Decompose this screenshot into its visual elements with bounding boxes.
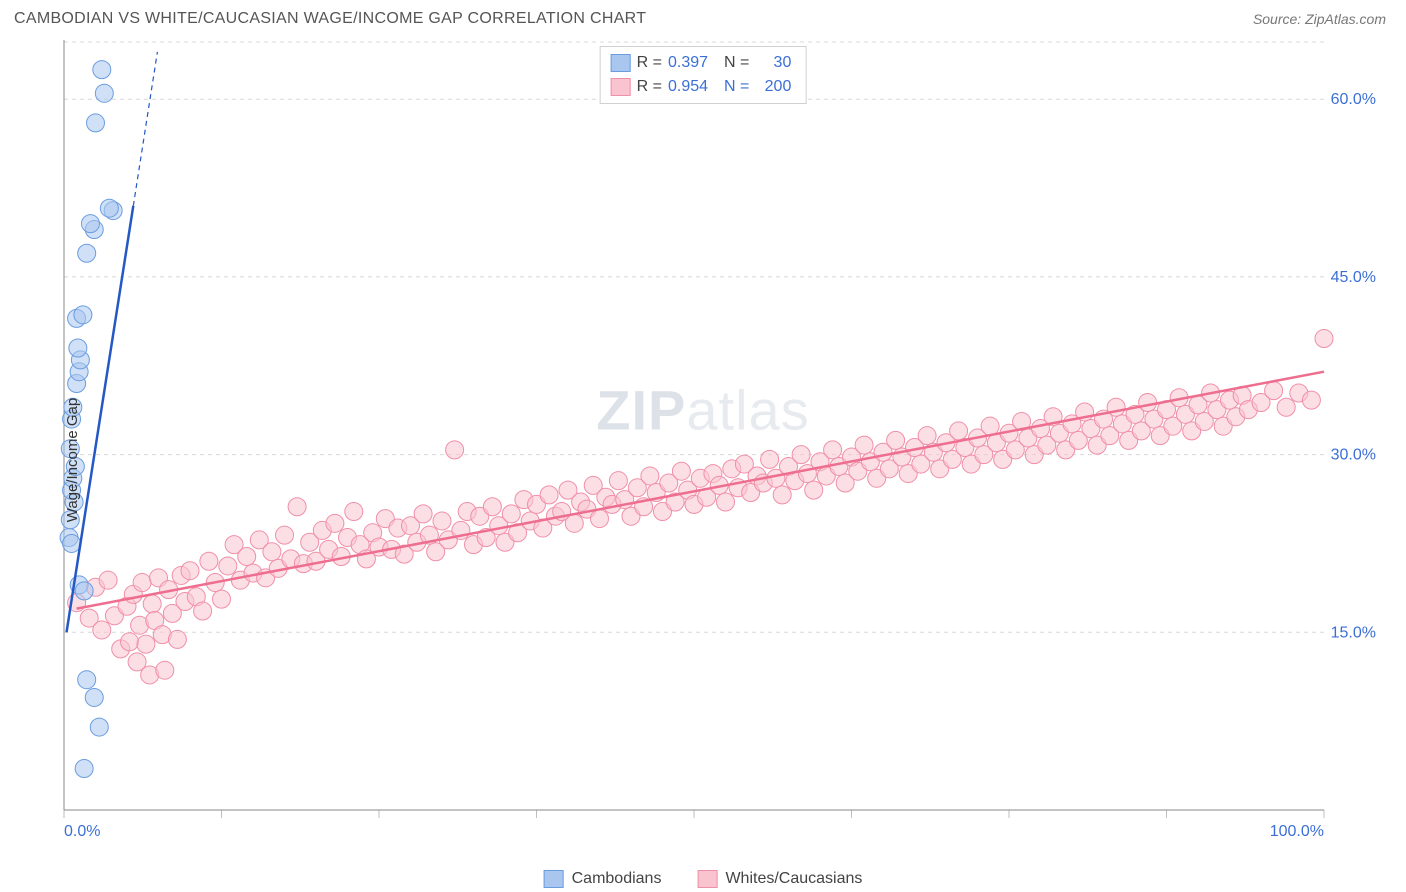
svg-text:45.0%: 45.0% [1331, 269, 1376, 286]
series-legend: Cambodians Whites/Caucasians [544, 870, 863, 888]
swatch-blue-icon [611, 54, 631, 72]
svg-text:60.0%: 60.0% [1331, 91, 1376, 108]
swatch-pink-icon [611, 78, 631, 96]
legend-item-pink: Whites/Caucasians [697, 870, 862, 888]
y-axis-label: Wage/Income Gap [64, 398, 81, 523]
chart-area: Wage/Income Gap 15.0% 30.0% 45.0% 60.0% 0.0%… [14, 40, 1392, 880]
svg-text:15.0%: 15.0% [1331, 624, 1376, 641]
chart-title: CAMBODIAN VS WHITE/CAUCASIAN WAGE/INCOME… [14, 10, 646, 28]
stats-legend: R = 0.397 N = 30 R = 0.954 N = 200 [600, 46, 807, 104]
swatch-blue-icon [544, 870, 564, 888]
legend-label: Whites/Caucasians [725, 870, 862, 888]
legend-label: Cambodians [572, 870, 662, 888]
scatter-chart: 15.0% 30.0% 45.0% 60.0% 0.0% 100.0% [14, 40, 1392, 860]
source-label: Source: ZipAtlas.com [1253, 11, 1386, 27]
svg-text:0.0%: 0.0% [64, 823, 100, 840]
stats-row-pink: R = 0.954 N = 200 [611, 75, 792, 99]
svg-text:30.0%: 30.0% [1331, 447, 1376, 464]
svg-text:100.0%: 100.0% [1270, 823, 1324, 840]
swatch-pink-icon [697, 870, 717, 888]
stats-row-blue: R = 0.397 N = 30 [611, 51, 792, 75]
legend-item-blue: Cambodians [544, 870, 662, 888]
